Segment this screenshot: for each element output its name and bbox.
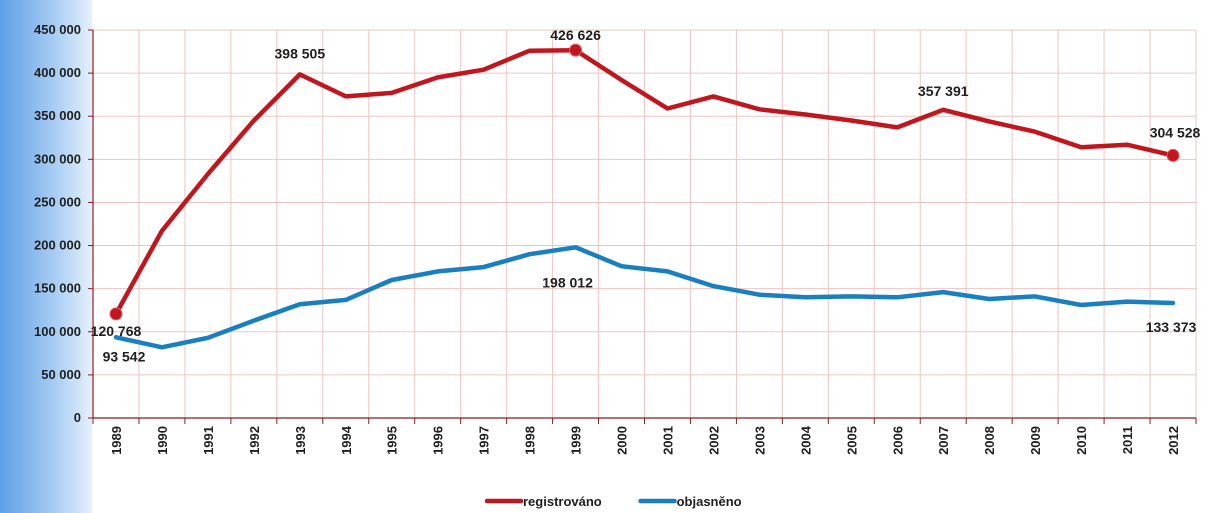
y-tick-label: 400 000 bbox=[34, 65, 81, 80]
x-tick-label: 1990 bbox=[155, 426, 170, 455]
y-tick-label: 150 000 bbox=[34, 281, 81, 296]
grid-lines bbox=[93, 29, 1197, 418]
x-tick-label: 2003 bbox=[752, 426, 767, 455]
y-tick-label: 100 000 bbox=[34, 324, 81, 339]
x-tick-label: 2008 bbox=[982, 426, 997, 455]
x-tick-label: 1994 bbox=[339, 425, 354, 455]
x-tick-label: 1996 bbox=[431, 426, 446, 455]
x-tick-label: 2010 bbox=[1074, 426, 1089, 455]
x-tick-label: 2009 bbox=[1028, 426, 1043, 455]
y-tick-label: 350 000 bbox=[34, 108, 81, 123]
x-tick-label: 2012 bbox=[1166, 426, 1181, 455]
axes bbox=[88, 29, 1197, 424]
x-tick-label: 1997 bbox=[477, 426, 492, 455]
data-label: 398 505 bbox=[275, 45, 326, 61]
x-tick-label: 1999 bbox=[569, 426, 584, 455]
data-point-marker bbox=[1166, 148, 1180, 162]
x-tick-label: 2011 bbox=[1120, 426, 1135, 454]
point-markers bbox=[109, 43, 1180, 321]
y-tick-label: 300 000 bbox=[34, 151, 81, 166]
data-label: 198 012 bbox=[542, 274, 593, 290]
x-tick-label: 2007 bbox=[936, 426, 951, 455]
x-tick-label: 1991 bbox=[201, 426, 216, 455]
data-label: 426 626 bbox=[550, 27, 601, 43]
y-tick-label: 450 000 bbox=[34, 22, 81, 37]
x-tick-label: 1989 bbox=[109, 426, 124, 455]
series-line-objasneno bbox=[113, 245, 1176, 350]
x-tick-label: 1995 bbox=[385, 426, 400, 455]
y-tick-label: 250 000 bbox=[34, 194, 81, 209]
legend-label: objasněno bbox=[677, 494, 742, 509]
data-label: 120 768 bbox=[91, 323, 142, 339]
x-tick-label: 1992 bbox=[247, 426, 262, 455]
legend-label: registrováno bbox=[523, 494, 602, 509]
series-line-registrovano bbox=[113, 47, 1176, 317]
x-tick-label: 2000 bbox=[615, 426, 630, 455]
x-tick-label: 2002 bbox=[706, 426, 721, 455]
data-label: 93 542 bbox=[103, 348, 146, 364]
data-label: 133 373 bbox=[1146, 319, 1197, 335]
y-tick-labels: 0 50 000 100 000 150 000 200 000 250 000 300 0… bbox=[34, 22, 81, 425]
left-decoration-band bbox=[0, 0, 92, 513]
data-labels: 120 768 398 505 426 626 357 391 304 528 93 54… bbox=[91, 27, 1201, 364]
data-point-marker bbox=[109, 307, 123, 321]
x-tick-label: 1993 bbox=[293, 426, 308, 455]
series-lines bbox=[113, 47, 1176, 350]
y-tick-label: 50 000 bbox=[41, 367, 81, 382]
y-tick-label: 200 000 bbox=[34, 238, 81, 253]
x-tick-labels: 1989 1990 1991 1992 1993 1994 1995 1996 1997 1998… bbox=[109, 425, 1181, 455]
x-tick-label: 2006 bbox=[890, 426, 905, 455]
data-label: 357 391 bbox=[918, 83, 969, 99]
x-tick-label: 2001 bbox=[660, 426, 675, 455]
x-tick-label: 2005 bbox=[844, 426, 859, 455]
x-tick-label: 1998 bbox=[523, 426, 538, 455]
legend: registrováno objasněno bbox=[484, 494, 742, 509]
data-label: 304 528 bbox=[1150, 124, 1201, 140]
x-tick-label: 2004 bbox=[798, 425, 813, 455]
data-point-marker bbox=[569, 43, 583, 57]
y-tick-label: 0 bbox=[74, 410, 81, 425]
